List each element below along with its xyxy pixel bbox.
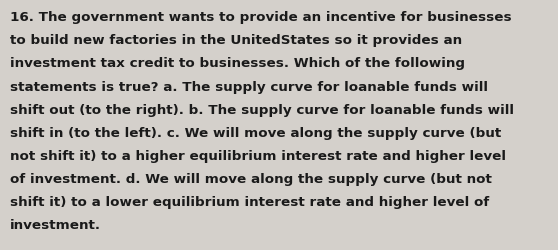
Text: to build new factories in the UnitedStates so it provides an: to build new factories in the UnitedStat… — [10, 34, 462, 47]
Text: statements is true? a. The supply curve for loanable funds will: statements is true? a. The supply curve … — [10, 80, 488, 93]
Text: not shift it) to a higher equilibrium interest rate and higher level: not shift it) to a higher equilibrium in… — [10, 149, 506, 162]
Text: 16. The government wants to provide an incentive for businesses: 16. The government wants to provide an i… — [10, 11, 512, 24]
Text: investment.: investment. — [10, 218, 101, 231]
Text: shift in (to the left). c. We will move along the supply curve (but: shift in (to the left). c. We will move … — [10, 126, 501, 139]
Text: shift it) to a lower equilibrium interest rate and higher level of: shift it) to a lower equilibrium interes… — [10, 195, 489, 208]
Text: shift out (to the right). b. The supply curve for loanable funds will: shift out (to the right). b. The supply … — [10, 103, 514, 116]
Text: investment tax credit to businesses. Which of the following: investment tax credit to businesses. Whi… — [10, 57, 465, 70]
Text: of investment. d. We will move along the supply curve (but not: of investment. d. We will move along the… — [10, 172, 492, 185]
